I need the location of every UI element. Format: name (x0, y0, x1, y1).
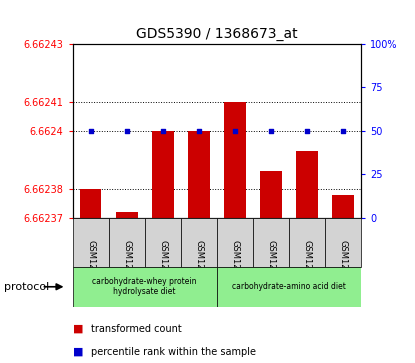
Bar (73, 267, 217, 307)
Text: GSM1200066: GSM1200066 (194, 240, 203, 296)
Text: GSM1200060: GSM1200060 (266, 240, 276, 296)
Title: GDS5390 / 1368673_at: GDS5390 / 1368673_at (136, 27, 298, 41)
Bar (217, 218, 253, 267)
Bar (73, 218, 109, 267)
Text: ■: ■ (73, 323, 83, 334)
Bar (260, 171, 282, 218)
Bar (325, 218, 361, 267)
Bar (116, 212, 137, 218)
Bar (332, 195, 354, 218)
Text: GSM1200061: GSM1200061 (303, 240, 312, 296)
Text: GSM1200059: GSM1200059 (230, 240, 239, 295)
Bar (253, 218, 289, 267)
Text: transformed count: transformed count (91, 323, 182, 334)
Text: ■: ■ (73, 347, 83, 357)
Text: carbohydrate-amino acid diet: carbohydrate-amino acid diet (232, 282, 346, 291)
Point (87, 128, 94, 134)
Bar (80, 189, 102, 218)
Text: GSM1200065: GSM1200065 (158, 240, 167, 296)
Bar (188, 131, 210, 218)
Bar (296, 151, 318, 218)
Point (340, 128, 347, 134)
Text: GSM1200064: GSM1200064 (122, 240, 131, 296)
Point (232, 128, 238, 134)
Text: percentile rank within the sample: percentile rank within the sample (91, 347, 256, 357)
Bar (181, 218, 217, 267)
Bar (289, 218, 325, 267)
Point (123, 128, 130, 134)
Bar (109, 218, 145, 267)
Bar (224, 102, 246, 218)
Bar (152, 131, 173, 218)
Point (159, 128, 166, 134)
Text: carbohydrate-whey protein
hydrolysate diet: carbohydrate-whey protein hydrolysate di… (93, 277, 197, 297)
Text: protocol: protocol (4, 282, 49, 292)
Text: GSM1200063: GSM1200063 (86, 240, 95, 296)
Point (195, 128, 202, 134)
Bar (145, 218, 181, 267)
Point (268, 128, 274, 134)
Point (304, 128, 310, 134)
Text: GSM1200062: GSM1200062 (339, 240, 347, 296)
Bar (217, 267, 361, 307)
